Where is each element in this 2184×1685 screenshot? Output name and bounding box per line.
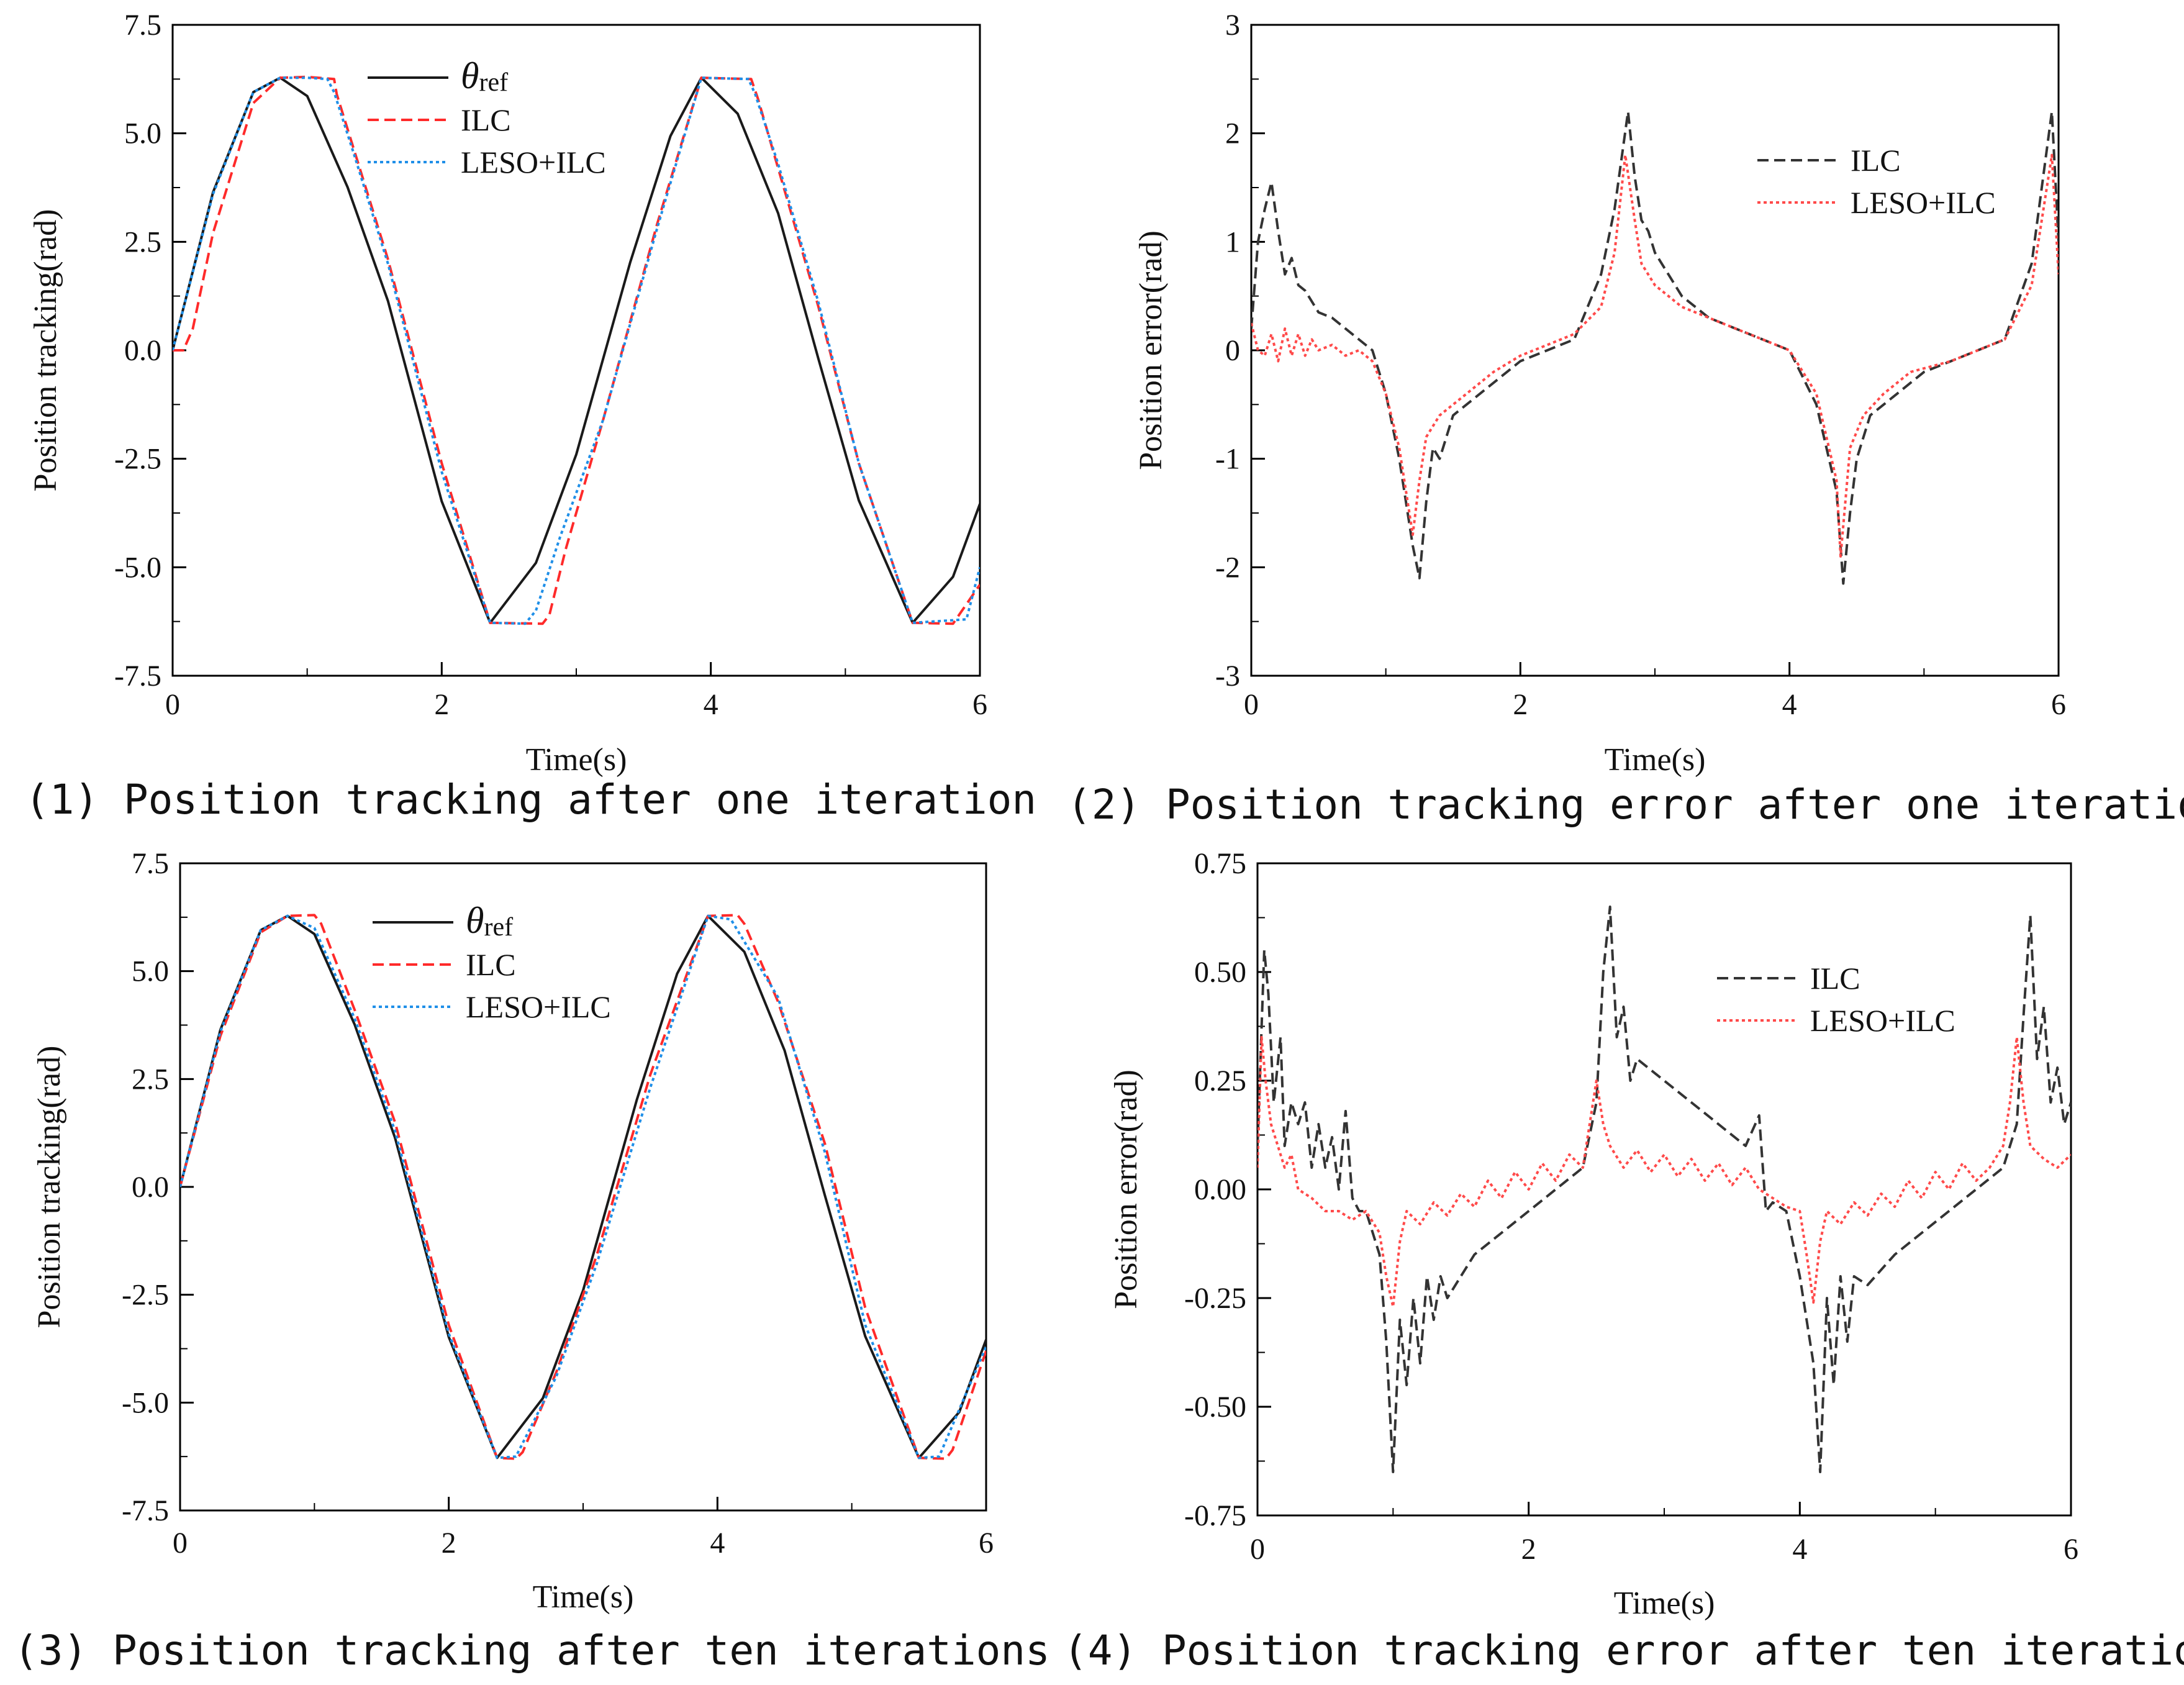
y-tick-label: -2.5 <box>114 443 161 476</box>
x-tick-label: 0 <box>1250 1533 1265 1566</box>
y-tick-label: 0.50 <box>1194 956 1246 989</box>
panel-caption: (4) Position tracking error after ten it… <box>1063 1627 2184 1674</box>
x-tick-label: 4 <box>1782 688 1797 721</box>
y-tick-label: -0.25 <box>1184 1282 1246 1315</box>
y-tick-label: 2.5 <box>124 225 161 258</box>
series-group <box>1251 110 2059 585</box>
y-tick-label: 0 <box>1225 334 1240 367</box>
legend-label: LESO+ILC <box>1810 1003 1955 1038</box>
series-line--ref <box>180 914 986 1460</box>
x-axis-title: Time(s) <box>1614 1586 1715 1621</box>
y-tick-label: 0.00 <box>1194 1173 1246 1206</box>
x-tick-label: 2 <box>442 1527 456 1560</box>
panel-caption: (3) Position tracking after ten iteratio… <box>14 1627 1050 1674</box>
legend-label: θref <box>461 55 508 97</box>
chart-panel-3: 0 2 4 6 7.5 5.0 2.5 0.0 -2.5 -5.0 -7.5 Time(s) Posit… <box>14 847 1050 1674</box>
x-axis-title: Time(s) <box>533 1579 634 1615</box>
series-line-ilc <box>1257 906 2071 1473</box>
y-tick-label: 0.25 <box>1194 1065 1246 1097</box>
series-line-ilc <box>180 914 986 1460</box>
y-tick-label: 0.0 <box>124 334 161 367</box>
legend-label: θref <box>466 900 513 942</box>
y-tick-label: 3 <box>1225 9 1240 42</box>
x-tick-label: 0 <box>1244 688 1259 721</box>
legend: ILC LESO+ILC <box>1717 961 1955 1038</box>
y-axis-title: Position error(rad) <box>1133 230 1169 470</box>
x-tick-label: 2 <box>434 688 449 721</box>
y-tick-label: 2 <box>1225 117 1240 150</box>
plot-frame <box>1256 862 2072 1517</box>
chart-panel-1: 0 2 4 6 7.5 5.0 2.5 0.0 -2.5 -5.0 -7.5 Time(s) Posit… <box>25 9 1036 824</box>
chart-panel-2: 0 2 4 6 3 2 1 0 -1 -2 -3 Time(s) Position error(rad)… <box>1067 9 2184 829</box>
y-tick-label: 0.0 <box>132 1171 169 1204</box>
series-line-leso-ilc <box>173 76 980 625</box>
x-tick-label: 4 <box>1792 1533 1807 1566</box>
panel-caption: (1) Position tracking after one iteratio… <box>25 776 1036 824</box>
x-tick-label: 0 <box>165 688 180 721</box>
x-tick-label: 6 <box>979 1527 994 1560</box>
legend-label: LESO+ILC <box>466 989 611 1024</box>
y-tick-label: -5.0 <box>114 551 161 584</box>
y-tick-label: 1 <box>1225 225 1240 258</box>
x-axis-title: Time(s) <box>1605 742 1706 778</box>
series-group <box>180 914 986 1460</box>
y-tick-label: 0.75 <box>1194 847 1246 880</box>
series-line--ref <box>173 76 980 624</box>
legend-label: ILC <box>1851 143 1901 178</box>
legend-label: LESO+ILC <box>461 145 606 179</box>
y-tick-label: -0.75 <box>1184 1499 1246 1532</box>
y-axis-title: Position tracking(rad) <box>28 209 63 492</box>
series-group <box>1257 906 2071 1473</box>
x-tick-label: 6 <box>2051 688 2066 721</box>
plot-frame <box>179 862 987 1512</box>
legend: θref ILC LESO+ILC <box>373 900 611 1024</box>
y-tick-label: -7.5 <box>114 660 161 693</box>
legend: θref ILC LESO+ILC <box>368 55 606 179</box>
y-tick-label: 7.5 <box>124 9 161 42</box>
x-axis-title: Time(s) <box>526 742 627 778</box>
plot-frame <box>171 24 981 677</box>
series-line-ilc <box>1251 110 2059 585</box>
y-axis-title: Position error(rad) <box>1108 1070 1144 1309</box>
legend-label: ILC <box>466 947 516 982</box>
x-tick-label: 6 <box>972 688 987 721</box>
x-tick-label: 6 <box>2064 1533 2078 1566</box>
legend-label: LESO+ILC <box>1851 185 1996 220</box>
series-group <box>173 75 980 625</box>
y-axis-title: Position tracking(rad) <box>32 1046 67 1328</box>
y-tick-label: 5.0 <box>132 955 169 988</box>
y-tick-label: 5.0 <box>124 117 161 150</box>
y-tick-label: -0.50 <box>1184 1391 1246 1424</box>
y-tick-label: 2.5 <box>132 1063 169 1096</box>
series-line-leso-ilc <box>1257 1036 2071 1308</box>
legend-label: ILC <box>461 102 511 137</box>
x-tick-label: 2 <box>1513 688 1528 721</box>
panel-caption: (2) Position tracking error after one it… <box>1067 781 2184 829</box>
y-tick-label: -1 <box>1215 443 1240 476</box>
y-tick-label: 7.5 <box>132 847 169 880</box>
x-tick-label: 4 <box>710 1527 725 1560</box>
x-tick-label: 0 <box>173 1527 188 1560</box>
y-tick-label: -3 <box>1215 660 1240 693</box>
legend: ILC LESO+ILC <box>1757 143 1996 220</box>
legend-label: ILC <box>1810 961 1860 996</box>
chart-panel-4: 0 2 4 6 0.75 0.50 0.25 0.00 -0.25 -0.50 -0.75 Time(… <box>1063 847 2184 1674</box>
x-tick-label: 4 <box>704 688 718 721</box>
y-tick-label: -7.5 <box>122 1494 169 1527</box>
y-tick-label: -2.5 <box>122 1279 169 1312</box>
y-tick-label: -5.0 <box>122 1386 169 1419</box>
series-line-leso-ilc <box>1251 153 2059 558</box>
x-tick-label: 2 <box>1521 1533 1536 1566</box>
y-tick-label: -2 <box>1215 551 1240 584</box>
